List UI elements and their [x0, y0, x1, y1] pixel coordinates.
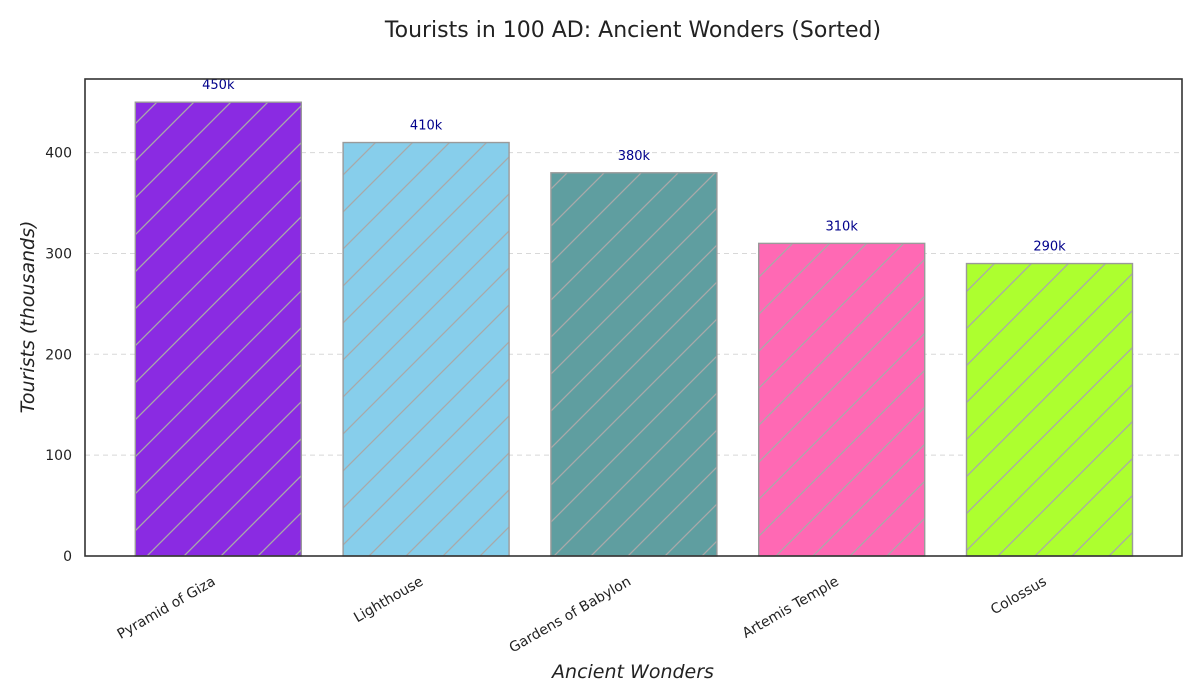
- x-axis-label: Ancient Wonders: [550, 661, 714, 683]
- bar: [758, 243, 925, 557]
- chart-title: Tourists in 100 AD: Ancient Wonders (Sor…: [384, 18, 881, 43]
- x-axis-ticks: Pyramid of Giza Lighthouse Gardens of Baby…: [115, 574, 1050, 657]
- data-label: 310k: [826, 219, 859, 234]
- y-tick-label: 200: [45, 347, 72, 363]
- bar-group: [758, 242, 926, 557]
- x-tick-label: Artemis Temple: [740, 574, 842, 642]
- x-tick-label: Gardens of Babylon: [507, 574, 634, 657]
- y-tick-label: 300: [45, 246, 72, 262]
- y-axis-ticks: 0 100 200 300 400: [45, 146, 72, 565]
- plot-frame: [84, 78, 1183, 557]
- data-labels: 450k 410k 380k 310k 290k: [202, 78, 1066, 254]
- data-label: 380k: [618, 149, 651, 164]
- bar: [135, 102, 302, 556]
- data-label: 290k: [1033, 240, 1066, 255]
- bar-group: [965, 262, 1134, 557]
- data-label: 450k: [202, 78, 235, 93]
- y-tick-label: 100: [45, 448, 72, 464]
- bar-group: [134, 101, 303, 557]
- bar-group: [550, 172, 718, 557]
- bar: [343, 142, 510, 556]
- x-tick-label: Pyramid of Giza: [115, 574, 219, 643]
- y-axis-label: Tourists (thousands): [17, 221, 39, 414]
- bar: [550, 172, 717, 556]
- bar-group: [342, 141, 510, 557]
- bars: [134, 101, 1134, 557]
- x-tick-label: Lighthouse: [351, 574, 426, 626]
- bar: [966, 263, 1133, 556]
- y-tick-label: 400: [45, 146, 72, 162]
- x-tick-label: Colossus: [988, 574, 1049, 619]
- data-label: 410k: [410, 119, 443, 134]
- y-tick-label: 0: [63, 549, 72, 565]
